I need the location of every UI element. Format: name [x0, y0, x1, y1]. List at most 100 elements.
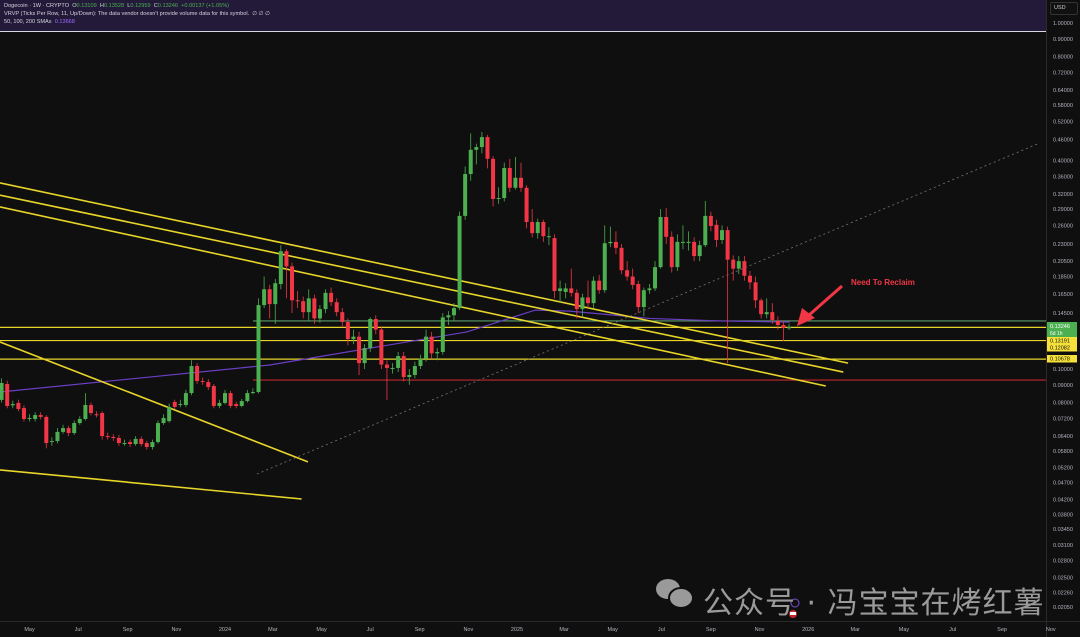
- candle[interactable]: [200, 377, 205, 385]
- candle[interactable]: [44, 415, 49, 449]
- candle[interactable]: [195, 363, 200, 384]
- candle[interactable]: [613, 231, 618, 254]
- candle[interactable]: [669, 231, 674, 273]
- candle[interactable]: [608, 226, 613, 248]
- candle[interactable]: [10, 400, 15, 409]
- candle[interactable]: [429, 331, 434, 359]
- candle[interactable]: [418, 354, 423, 369]
- candle[interactable]: [787, 323, 792, 331]
- candle[interactable]: [150, 439, 155, 450]
- dividend-icon[interactable]: [790, 598, 800, 608]
- currency-button[interactable]: USD: [1050, 2, 1078, 15]
- candle[interactable]: [440, 313, 445, 355]
- candle[interactable]: [764, 298, 769, 319]
- vrvp-legend[interactable]: VRVP (Ticks Per Row, 11, Up/Down): The d…: [4, 11, 270, 18]
- candle[interactable]: [155, 420, 160, 444]
- candle[interactable]: [541, 219, 546, 242]
- candle[interactable]: [753, 276, 758, 309]
- candle[interactable]: [72, 420, 77, 435]
- candle[interactable]: [21, 405, 26, 422]
- candle[interactable]: [535, 218, 540, 239]
- candle[interactable]: [597, 274, 602, 294]
- candle[interactable]: [468, 133, 473, 181]
- candle[interactable]: [267, 284, 272, 319]
- candle[interactable]: [317, 305, 322, 323]
- candle[interactable]: [424, 329, 429, 362]
- candle[interactable]: [273, 279, 278, 324]
- dotted-trendline[interactable]: [256, 142, 1040, 475]
- candle[interactable]: [775, 316, 780, 330]
- candle[interactable]: [0, 378, 4, 403]
- candle[interactable]: [329, 287, 334, 307]
- candle[interactable]: [474, 143, 479, 165]
- candle[interactable]: [658, 209, 663, 269]
- candle[interactable]: [133, 436, 138, 446]
- candle[interactable]: [228, 390, 233, 409]
- candle[interactable]: [250, 388, 255, 395]
- trendline[interactable]: [0, 469, 302, 500]
- candle[interactable]: [206, 379, 211, 390]
- candle[interactable]: [747, 270, 752, 290]
- candle[interactable]: [312, 294, 317, 324]
- candle[interactable]: [742, 256, 747, 281]
- time-axis[interactable]: May Jul Sep Nov 2024 Mar May Jul Sep Nov 2025 Mar Ma…: [24, 627, 1056, 633]
- candle[interactable]: [412, 361, 417, 379]
- candle[interactable]: [290, 262, 295, 314]
- candle[interactable]: [524, 185, 529, 229]
- candle[interactable]: [144, 440, 149, 450]
- candle[interactable]: [16, 399, 21, 412]
- candle[interactable]: [569, 268, 574, 297]
- candle[interactable]: [211, 383, 216, 409]
- candle[interactable]: [301, 296, 306, 319]
- candle[interactable]: [122, 439, 127, 446]
- candle[interactable]: [295, 291, 300, 309]
- candle[interactable]: [558, 280, 563, 304]
- candle[interactable]: [563, 283, 568, 299]
- candle[interactable]: [172, 399, 177, 410]
- candle[interactable]: [759, 298, 764, 319]
- candle[interactable]: [401, 351, 406, 382]
- candle[interactable]: [602, 225, 607, 293]
- symbol-legend[interactable]: Dogecoin · 1W · CRYPTO O0.13109 H0.13528…: [4, 3, 229, 10]
- candle[interactable]: [111, 434, 116, 441]
- candle[interactable]: [619, 243, 624, 275]
- candle[interactable]: [100, 411, 105, 440]
- candle[interactable]: [731, 255, 736, 281]
- candle[interactable]: [49, 437, 54, 446]
- trendline[interactable]: [0, 182, 849, 364]
- candle[interactable]: [574, 289, 579, 319]
- candle[interactable]: [139, 436, 144, 447]
- candle[interactable]: [502, 162, 507, 202]
- candle[interactable]: [373, 315, 378, 335]
- candle[interactable]: [5, 380, 10, 409]
- candle[interactable]: [38, 412, 43, 420]
- candle[interactable]: [27, 414, 32, 422]
- candle[interactable]: [653, 261, 658, 292]
- candle[interactable]: [323, 289, 328, 314]
- trendline[interactable]: [0, 206, 826, 387]
- candle[interactable]: [390, 363, 395, 374]
- candle[interactable]: [686, 231, 691, 251]
- candle[interactable]: [446, 311, 451, 326]
- candle[interactable]: [636, 280, 641, 314]
- candle[interactable]: [507, 158, 512, 192]
- candle[interactable]: [720, 225, 725, 244]
- candle[interactable]: [586, 280, 591, 309]
- candle[interactable]: [167, 403, 172, 423]
- candle[interactable]: [334, 298, 339, 317]
- candle[interactable]: [451, 303, 456, 321]
- candle[interactable]: [340, 308, 345, 328]
- candle[interactable]: [396, 351, 401, 373]
- candle[interactable]: [94, 411, 99, 418]
- candle[interactable]: [217, 399, 222, 409]
- candle[interactable]: [625, 261, 630, 281]
- candle[interactable]: [284, 249, 289, 299]
- candle[interactable]: [641, 287, 646, 317]
- candle[interactable]: [491, 156, 496, 207]
- candle[interactable]: [278, 245, 283, 290]
- candle[interactable]: [591, 276, 596, 309]
- candle[interactable]: [66, 425, 71, 437]
- candle[interactable]: [239, 398, 244, 408]
- candle[interactable]: [245, 389, 250, 403]
